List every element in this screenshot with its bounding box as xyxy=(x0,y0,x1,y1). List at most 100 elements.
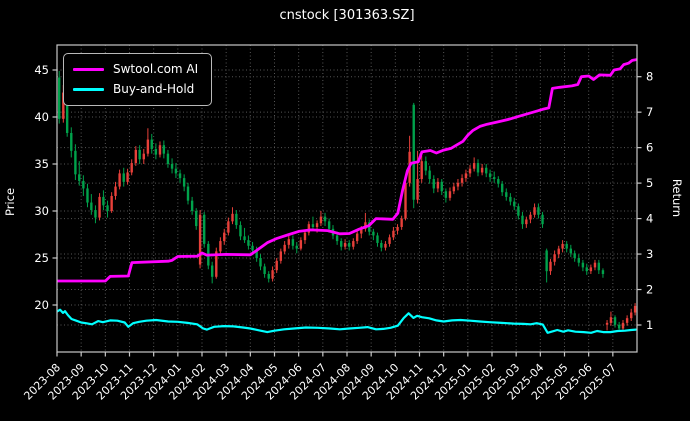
candle-body xyxy=(460,178,464,183)
candle-body xyxy=(605,322,609,325)
legend-label-swtool-ai: Swtool.com AI xyxy=(113,62,199,76)
candle-body xyxy=(448,191,452,198)
chart-title: cnstock [301363.SZ] xyxy=(279,8,414,23)
candle-body xyxy=(513,201,516,207)
candle-body xyxy=(65,92,69,133)
candle-body xyxy=(432,179,435,189)
candle-body xyxy=(497,179,500,184)
candle-body xyxy=(154,148,158,155)
candle-body xyxy=(70,132,73,151)
candle-body xyxy=(327,221,331,229)
y-tick-label-return: 6 xyxy=(646,141,653,155)
series-line-buy-and-hold xyxy=(57,308,637,334)
candle-body xyxy=(372,231,375,236)
candle-body xyxy=(239,225,242,237)
candle-body xyxy=(424,161,428,171)
candle-body xyxy=(630,312,633,319)
candle-body xyxy=(58,77,61,119)
candle-body xyxy=(259,258,262,267)
candle-body xyxy=(609,317,613,323)
series-line-swtool-ai xyxy=(57,58,637,283)
candle-body xyxy=(323,216,327,222)
candle-body xyxy=(166,153,170,164)
candle-body xyxy=(215,251,218,277)
candle-body xyxy=(283,244,286,252)
candle-body xyxy=(557,248,560,255)
candle-body xyxy=(134,149,138,164)
y-tick-label-return: 3 xyxy=(646,247,653,261)
candle-body xyxy=(86,188,89,203)
candle-body xyxy=(493,177,496,180)
candle-body xyxy=(146,139,150,154)
candle-body xyxy=(472,163,476,169)
candle-body xyxy=(452,186,456,192)
candle-body xyxy=(468,168,472,174)
candle-body xyxy=(384,243,387,248)
candlestick-series xyxy=(58,70,637,332)
candle-body xyxy=(412,104,415,200)
legend-label-buy-and-hold: Buy-and-Hold xyxy=(113,82,195,96)
candle-body xyxy=(74,150,77,175)
candle-body xyxy=(388,237,391,244)
candle-body xyxy=(122,173,125,182)
candle-body xyxy=(517,206,520,216)
candle-body xyxy=(561,243,564,249)
candle-body xyxy=(307,224,311,233)
candle-body xyxy=(150,139,153,149)
candle-body xyxy=(456,182,460,187)
candle-body xyxy=(319,216,323,224)
candle-body xyxy=(360,228,363,234)
candle-body xyxy=(118,173,121,187)
candle-body xyxy=(569,248,573,254)
candle-body xyxy=(311,224,315,227)
candle-body xyxy=(231,213,234,222)
candle-body xyxy=(295,245,298,249)
candle-body xyxy=(186,186,190,201)
candle-body xyxy=(219,241,222,252)
candle-body xyxy=(565,243,568,249)
candle-body xyxy=(392,230,395,238)
candle-body xyxy=(174,168,178,174)
candle-body xyxy=(343,242,347,247)
candle-body xyxy=(500,183,504,193)
y-axis-label-price: Price xyxy=(3,188,17,216)
candle-body xyxy=(464,173,468,179)
candle-body xyxy=(275,260,278,271)
candle-body xyxy=(476,163,480,173)
candle-body xyxy=(601,270,605,274)
candle-body xyxy=(195,211,198,227)
candle-body xyxy=(348,242,351,247)
candle-body xyxy=(98,196,101,218)
candle-body xyxy=(581,262,585,268)
candle-body xyxy=(227,221,230,233)
candle-body xyxy=(480,167,484,173)
candle-body xyxy=(82,180,85,189)
candle-body xyxy=(541,214,544,225)
candle-body xyxy=(440,181,443,192)
candle-body xyxy=(420,161,423,180)
candle-body xyxy=(247,240,250,246)
candle-body xyxy=(416,179,419,200)
candle-body xyxy=(182,178,186,187)
candle-body xyxy=(190,200,194,211)
candle-body xyxy=(90,202,93,211)
candle-body xyxy=(340,241,343,247)
candle-body xyxy=(380,242,383,248)
candle-body xyxy=(444,191,448,198)
candle-body xyxy=(203,214,206,244)
candle-body xyxy=(593,262,597,268)
candle-body xyxy=(251,245,254,251)
candle-body xyxy=(198,214,202,265)
candle-body xyxy=(537,207,540,215)
candle-body xyxy=(114,186,117,196)
candle-body xyxy=(315,223,319,227)
candle-body xyxy=(178,173,182,179)
y-tick-label-return: 2 xyxy=(646,283,653,297)
candle-body xyxy=(525,219,528,225)
candle-body xyxy=(621,322,625,329)
candle-body xyxy=(529,214,532,220)
candle-body xyxy=(553,254,556,262)
candle-body xyxy=(376,235,379,243)
candle-body xyxy=(633,305,637,313)
